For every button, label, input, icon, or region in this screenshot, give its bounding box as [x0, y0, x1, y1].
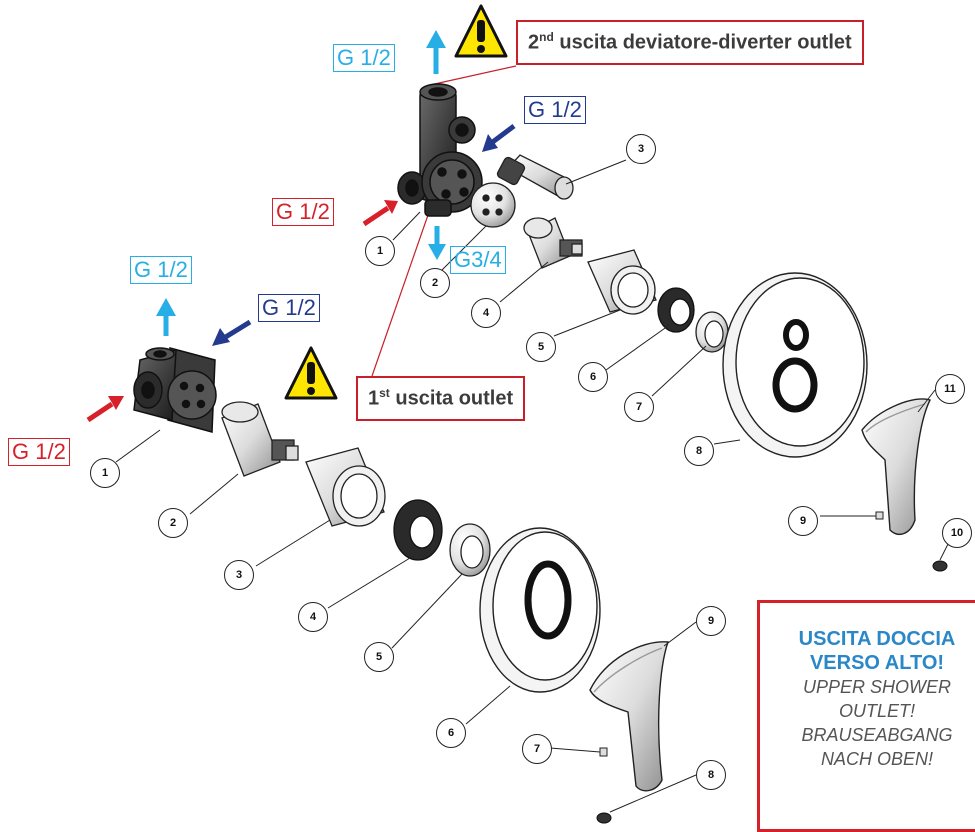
label-bottom-inlet-cold: G 1/2 [258, 294, 320, 322]
part-number-top-3: 3 [626, 134, 656, 164]
note-line4: OUTLET! [838, 701, 915, 721]
callout-second-outlet: 2nd uscita deviatore-diverter outlet [516, 20, 864, 65]
top-lever-handle [861, 398, 931, 536]
label-top-inlet-hot: G 1/2 [272, 198, 334, 226]
flow-arrow-icon [86, 30, 516, 423]
part-number-bottom-4: 4 [298, 602, 328, 632]
top-chrome-ring [695, 311, 729, 353]
part-number-top-8: 8 [684, 436, 714, 466]
part-number-top-4: 4 [471, 298, 501, 328]
part-number-bottom-2: 2 [158, 508, 188, 538]
note-line1: USCITA DOCCIA [798, 628, 956, 650]
top-diverter-body [397, 83, 483, 217]
part-number-top-11: 11 [935, 374, 965, 404]
part-number-bottom-7: 7 [522, 734, 552, 764]
part-number-bottom-9: 9 [696, 606, 726, 636]
part-number-top-7: 7 [624, 392, 654, 422]
label-top-inlet-cold: G 1/2 [524, 96, 586, 124]
part-number-top-6: 6 [578, 362, 608, 392]
bottom-sleeve [305, 447, 386, 527]
part-number-top-5: 5 [526, 332, 556, 362]
note-line3: UPPER SHOWER [802, 677, 952, 697]
part-number-top-9: 9 [788, 506, 818, 536]
callout-second-sup: nd [539, 30, 554, 44]
note-line2: VERSO ALTO! [809, 652, 945, 674]
part-number-bottom-3: 3 [224, 560, 254, 590]
part-number-bottom-5: 5 [364, 642, 394, 672]
callout-second-text: uscita deviatore-diverter outlet [553, 31, 852, 54]
part-number-top-1: 1 [365, 236, 395, 266]
part-number-bottom-8: 8 [696, 760, 726, 790]
top-ring-nut [657, 287, 695, 333]
note-line6: NACH OBEN! [820, 749, 934, 769]
part-number-top-10: 10 [942, 518, 972, 548]
bottom-chrome-ring [449, 523, 491, 577]
bottom-lever-handle [589, 641, 669, 792]
note-line5: BRAUSEABGANG [801, 725, 953, 745]
bottom-cap [596, 812, 612, 824]
callout-leader-1st [371, 214, 429, 377]
top-sleeve [587, 249, 657, 315]
warning-triangle-icon [454, 4, 508, 58]
callout-first-outlet: 1st uscita outlet [356, 376, 526, 421]
bottom-set-screw [599, 747, 608, 757]
label-top-outlet: G 1/2 [333, 44, 395, 72]
bottom-cartridge [221, 401, 299, 477]
callout-second-prefix: 2 [528, 31, 540, 54]
bottom-mixer-body [133, 347, 217, 433]
callout-leader-2nd [429, 65, 517, 86]
part-number-leaders [115, 159, 951, 813]
label-bottom-outlet: G 1/2 [130, 256, 192, 284]
warning-triangle-icon [284, 346, 338, 400]
label-bottom-inlet-hot: G 1/2 [8, 438, 70, 466]
part-number-bottom-6: 6 [436, 718, 466, 748]
label-top-bottom-outlet: G3/4 [450, 246, 506, 274]
callout-first-text: uscita outlet [389, 387, 514, 410]
top-cover-plate [722, 272, 868, 458]
top-cartridge [523, 217, 583, 269]
top-cap [932, 560, 948, 572]
callout-first-prefix: 1 [368, 387, 380, 410]
part-number-top-2: 2 [420, 268, 450, 298]
upper-shower-outlet-note: USCITA DOCCIA VERSO ALTO! UPPER SHOWER O… [757, 600, 975, 832]
top-gasket-plate [470, 182, 516, 228]
callout-first-sup: st [379, 386, 390, 400]
top-set-screw [875, 511, 884, 520]
bottom-ring-nut [393, 499, 443, 561]
part-number-bottom-1: 1 [90, 458, 120, 488]
bottom-cover-plate [479, 527, 601, 693]
